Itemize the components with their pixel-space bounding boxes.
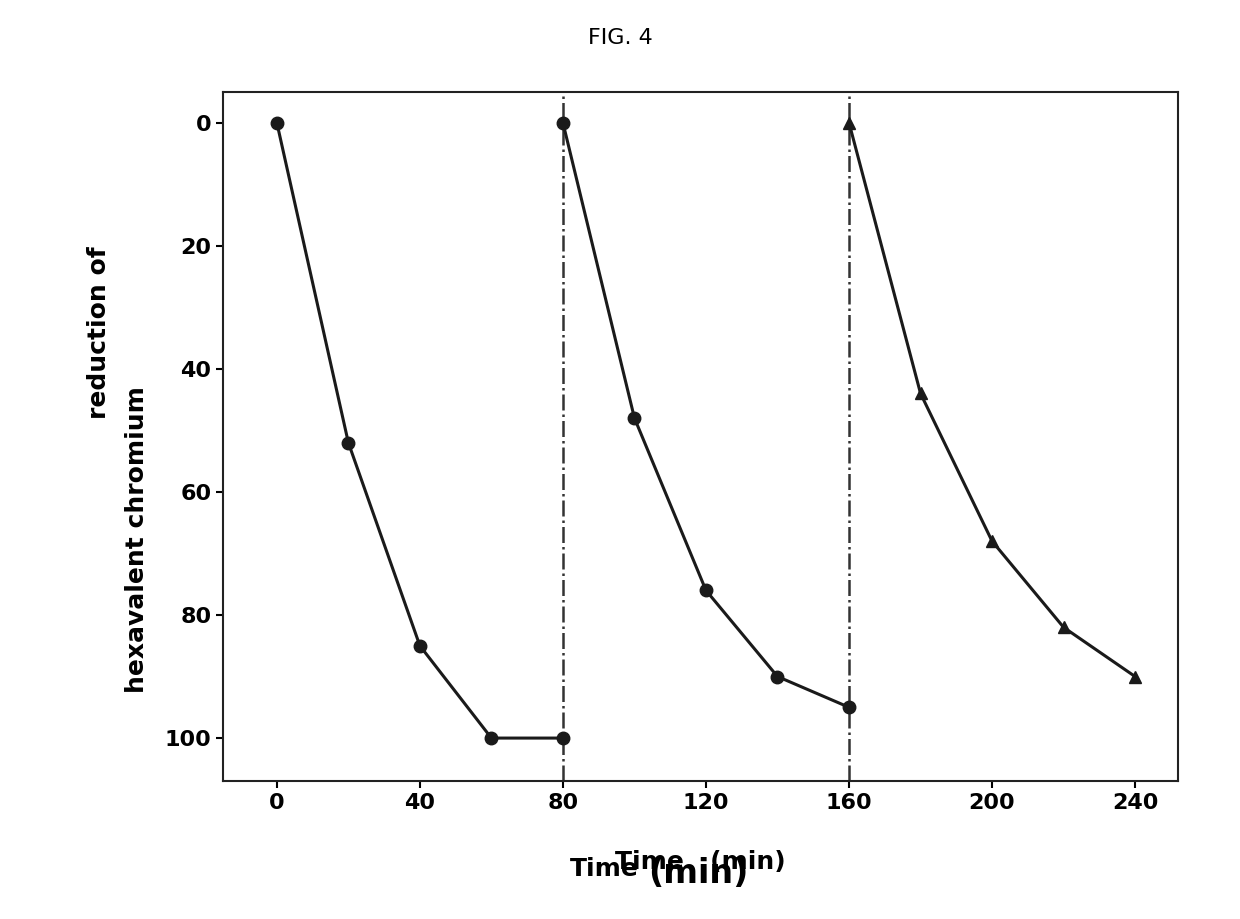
Text: hexavalent chromium: hexavalent chromium xyxy=(125,387,149,693)
Text: Time   (min): Time (min) xyxy=(615,850,786,874)
Text: reduction of: reduction of xyxy=(87,247,112,419)
Text: FIG. 4: FIG. 4 xyxy=(588,28,652,48)
Text: (min): (min) xyxy=(649,857,749,890)
Text: Time: Time xyxy=(569,857,639,881)
